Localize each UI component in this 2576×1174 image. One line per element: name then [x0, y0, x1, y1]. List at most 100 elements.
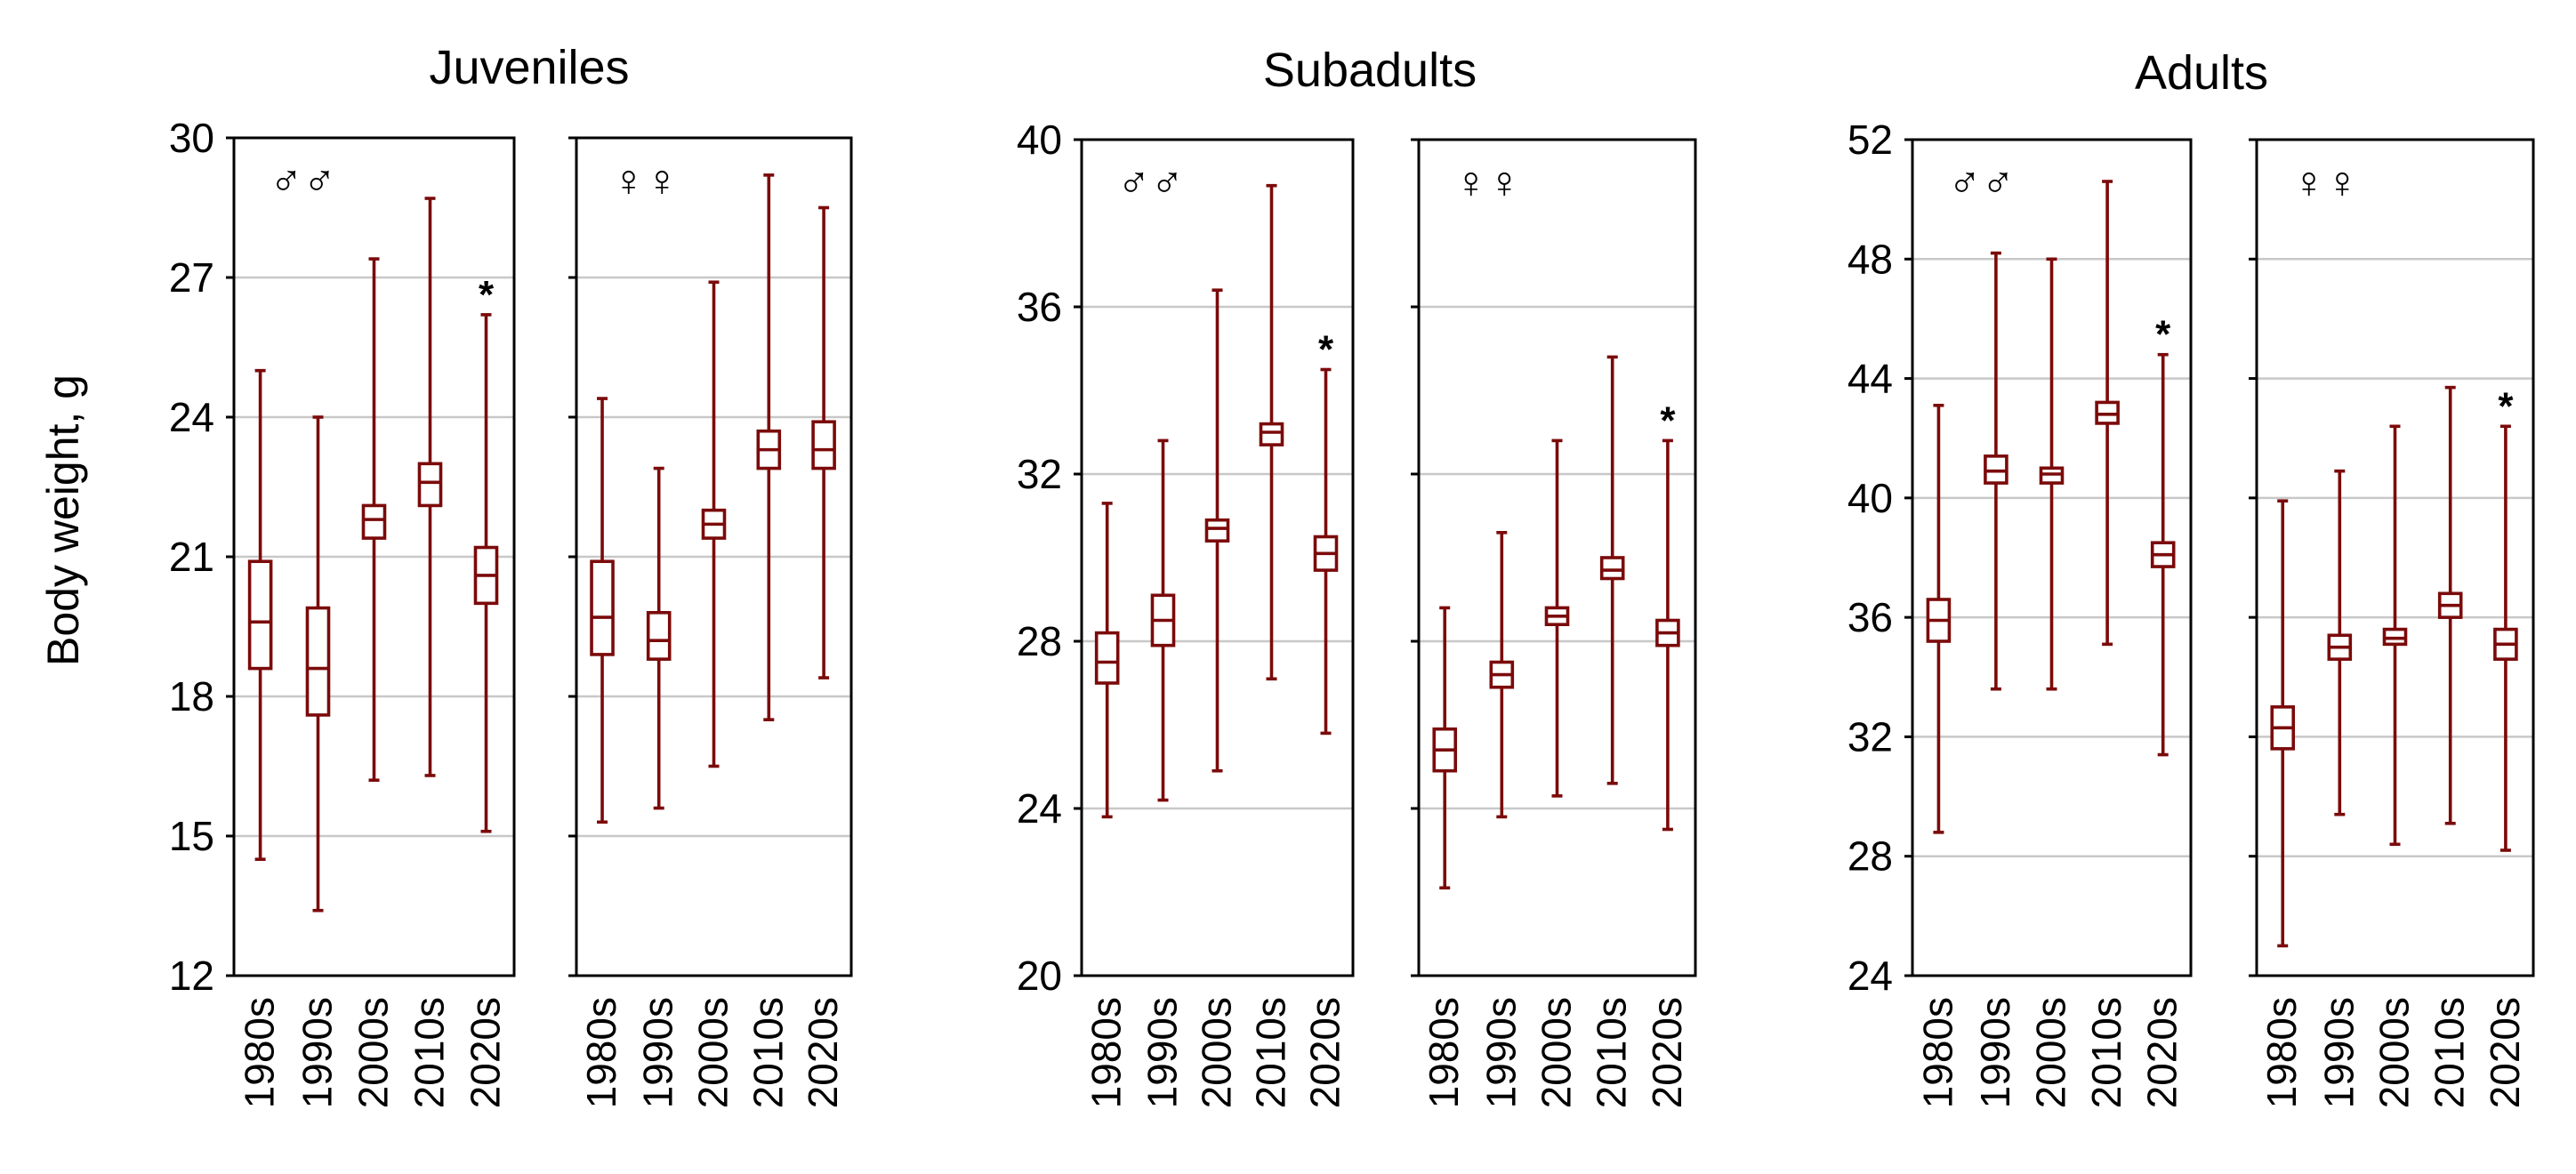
- y-tick-label: 24: [169, 394, 214, 440]
- y-tick-label: 36: [1847, 594, 1893, 640]
- x-tick-label: 1990s: [294, 997, 341, 1108]
- x-tick-label: 2000s: [2371, 997, 2418, 1108]
- box-2020s: [1655, 438, 1680, 832]
- y-tick-label: 36: [1017, 284, 1062, 330]
- significance-marker: *: [1318, 328, 1334, 372]
- box-2010s: [1259, 183, 1284, 681]
- x-tick-label: 2020s: [800, 997, 846, 1108]
- sex-label: ♂♂: [1117, 157, 1184, 207]
- box-2020s: [811, 205, 836, 679]
- box-2010s: [2437, 385, 2463, 825]
- iqr-box: [646, 610, 672, 661]
- box-1980s: [590, 397, 615, 824]
- x-tick-label: 2020s: [463, 997, 509, 1108]
- x-tick-label: 2020s: [1302, 997, 1348, 1108]
- box-2000s: [361, 257, 387, 783]
- box-1990s: [2327, 469, 2353, 816]
- box-1980s: [1094, 502, 1120, 819]
- y-tick-label: 40: [1017, 117, 1062, 163]
- plot-frame: [2255, 138, 2535, 977]
- box-1990s: [646, 466, 672, 810]
- plot-frame: [1417, 138, 1697, 977]
- box-2010s: [2095, 180, 2120, 647]
- y-tick-label: 52: [1847, 117, 1893, 163]
- significance-marker: *: [2498, 384, 2514, 428]
- iqr-box: [1094, 631, 1120, 685]
- x-tick-label: 2020s: [2482, 997, 2528, 1108]
- box-1990s: [1489, 530, 1515, 819]
- significance-marker: *: [2155, 313, 2171, 357]
- box-2010s: [756, 173, 782, 721]
- box-2020s: [1313, 367, 1339, 736]
- iqr-box: [361, 503, 387, 540]
- y-tick-label: 18: [169, 673, 214, 720]
- x-tick-label: 2010s: [1589, 997, 1635, 1108]
- x-tick-label: 2000s: [1194, 997, 1240, 1108]
- significance-marker: *: [1660, 398, 1676, 442]
- y-tick-label: 32: [1847, 713, 1893, 760]
- sex-label: ♂♂: [1948, 157, 2015, 207]
- x-tick-label: 1990s: [1477, 997, 1524, 1108]
- y-tick-label: 40: [1847, 475, 1893, 521]
- iqr-box: [417, 462, 443, 508]
- box-1980s: [1432, 606, 1458, 890]
- box-1990s: [1984, 251, 2008, 691]
- y-tick-label: 24: [1847, 953, 1893, 999]
- sex-label: ♂♂: [270, 156, 336, 205]
- box-2020s: [473, 313, 499, 833]
- x-tick-label: 2010s: [2427, 997, 2473, 1108]
- x-tick-label: 2010s: [407, 997, 453, 1108]
- box-2020s: [2150, 352, 2176, 757]
- y-tick-label: 15: [169, 813, 214, 859]
- box-1990s: [1150, 438, 1176, 802]
- box-1980s: [247, 368, 273, 861]
- iqr-box: [1599, 556, 1625, 581]
- panel-juveniles-males: 30 27 24 21 18 15 12 ♂♂ 1980s 1990s 2000s 2010s 2020…: [169, 115, 516, 1108]
- x-tick-label: 1980s: [1914, 997, 1960, 1108]
- y-tick-label: 20: [1017, 953, 1062, 999]
- plot-frame: [1080, 138, 1355, 977]
- box-2000s: [1544, 438, 1570, 798]
- group-title-adults: Adults: [2135, 46, 2268, 100]
- box-2010s: [1599, 355, 1625, 785]
- iqr-box: [247, 559, 273, 671]
- y-axis-label: Body weight, g: [38, 374, 88, 666]
- x-tick-label: 2010s: [2083, 997, 2129, 1108]
- sex-label: ♀♀: [2292, 157, 2359, 207]
- panel-subadults-females: ♀♀ 1980s 1990s 2000s 2010s 2020s *: [1411, 138, 1697, 1108]
- y-tick-label: 21: [169, 534, 214, 580]
- y-tick-label: 32: [1017, 451, 1062, 497]
- sex-label: ♀♀: [612, 156, 679, 205]
- y-tick-label: 28: [1017, 618, 1062, 664]
- y-tick-label: 27: [169, 254, 214, 301]
- y-tick-label: 12: [169, 953, 214, 999]
- x-tick-label: 1980s: [237, 997, 283, 1108]
- box-1980s: [2270, 499, 2296, 948]
- y-tick-label: 44: [1847, 356, 1893, 402]
- x-tick-label: 1990s: [2315, 997, 2362, 1108]
- box-2000s: [2382, 424, 2408, 847]
- group-title-juveniles: Juveniles: [429, 41, 629, 94]
- group-title-subadults: Subadults: [1263, 44, 1477, 97]
- panel-adults-females: ♀♀ 1980s 1990s 2000s 2010s 2020s *: [2249, 138, 2535, 1108]
- iqr-box: [590, 559, 615, 656]
- box-2000s: [2039, 257, 2065, 691]
- x-tick-label: 2020s: [2139, 997, 2186, 1108]
- x-tick-label: 1980s: [578, 997, 624, 1108]
- x-tick-label: 1990s: [635, 997, 681, 1108]
- x-tick-label: 1980s: [2258, 997, 2305, 1108]
- box-1990s: [305, 415, 331, 913]
- y-tick-label: 48: [1847, 236, 1893, 282]
- x-tick-label: 1980s: [1083, 997, 1130, 1108]
- x-tick-label: 2020s: [1644, 997, 1690, 1108]
- iqr-box: [1204, 518, 1230, 543]
- box-1980s: [1926, 403, 1952, 834]
- box-2000s: [701, 280, 727, 768]
- sex-label: ♀♀: [1454, 157, 1521, 207]
- x-tick-label: 2000s: [350, 997, 397, 1108]
- x-tick-label: 1980s: [1421, 997, 1467, 1108]
- iqr-box: [1259, 422, 1284, 446]
- box-2020s: [2493, 424, 2518, 852]
